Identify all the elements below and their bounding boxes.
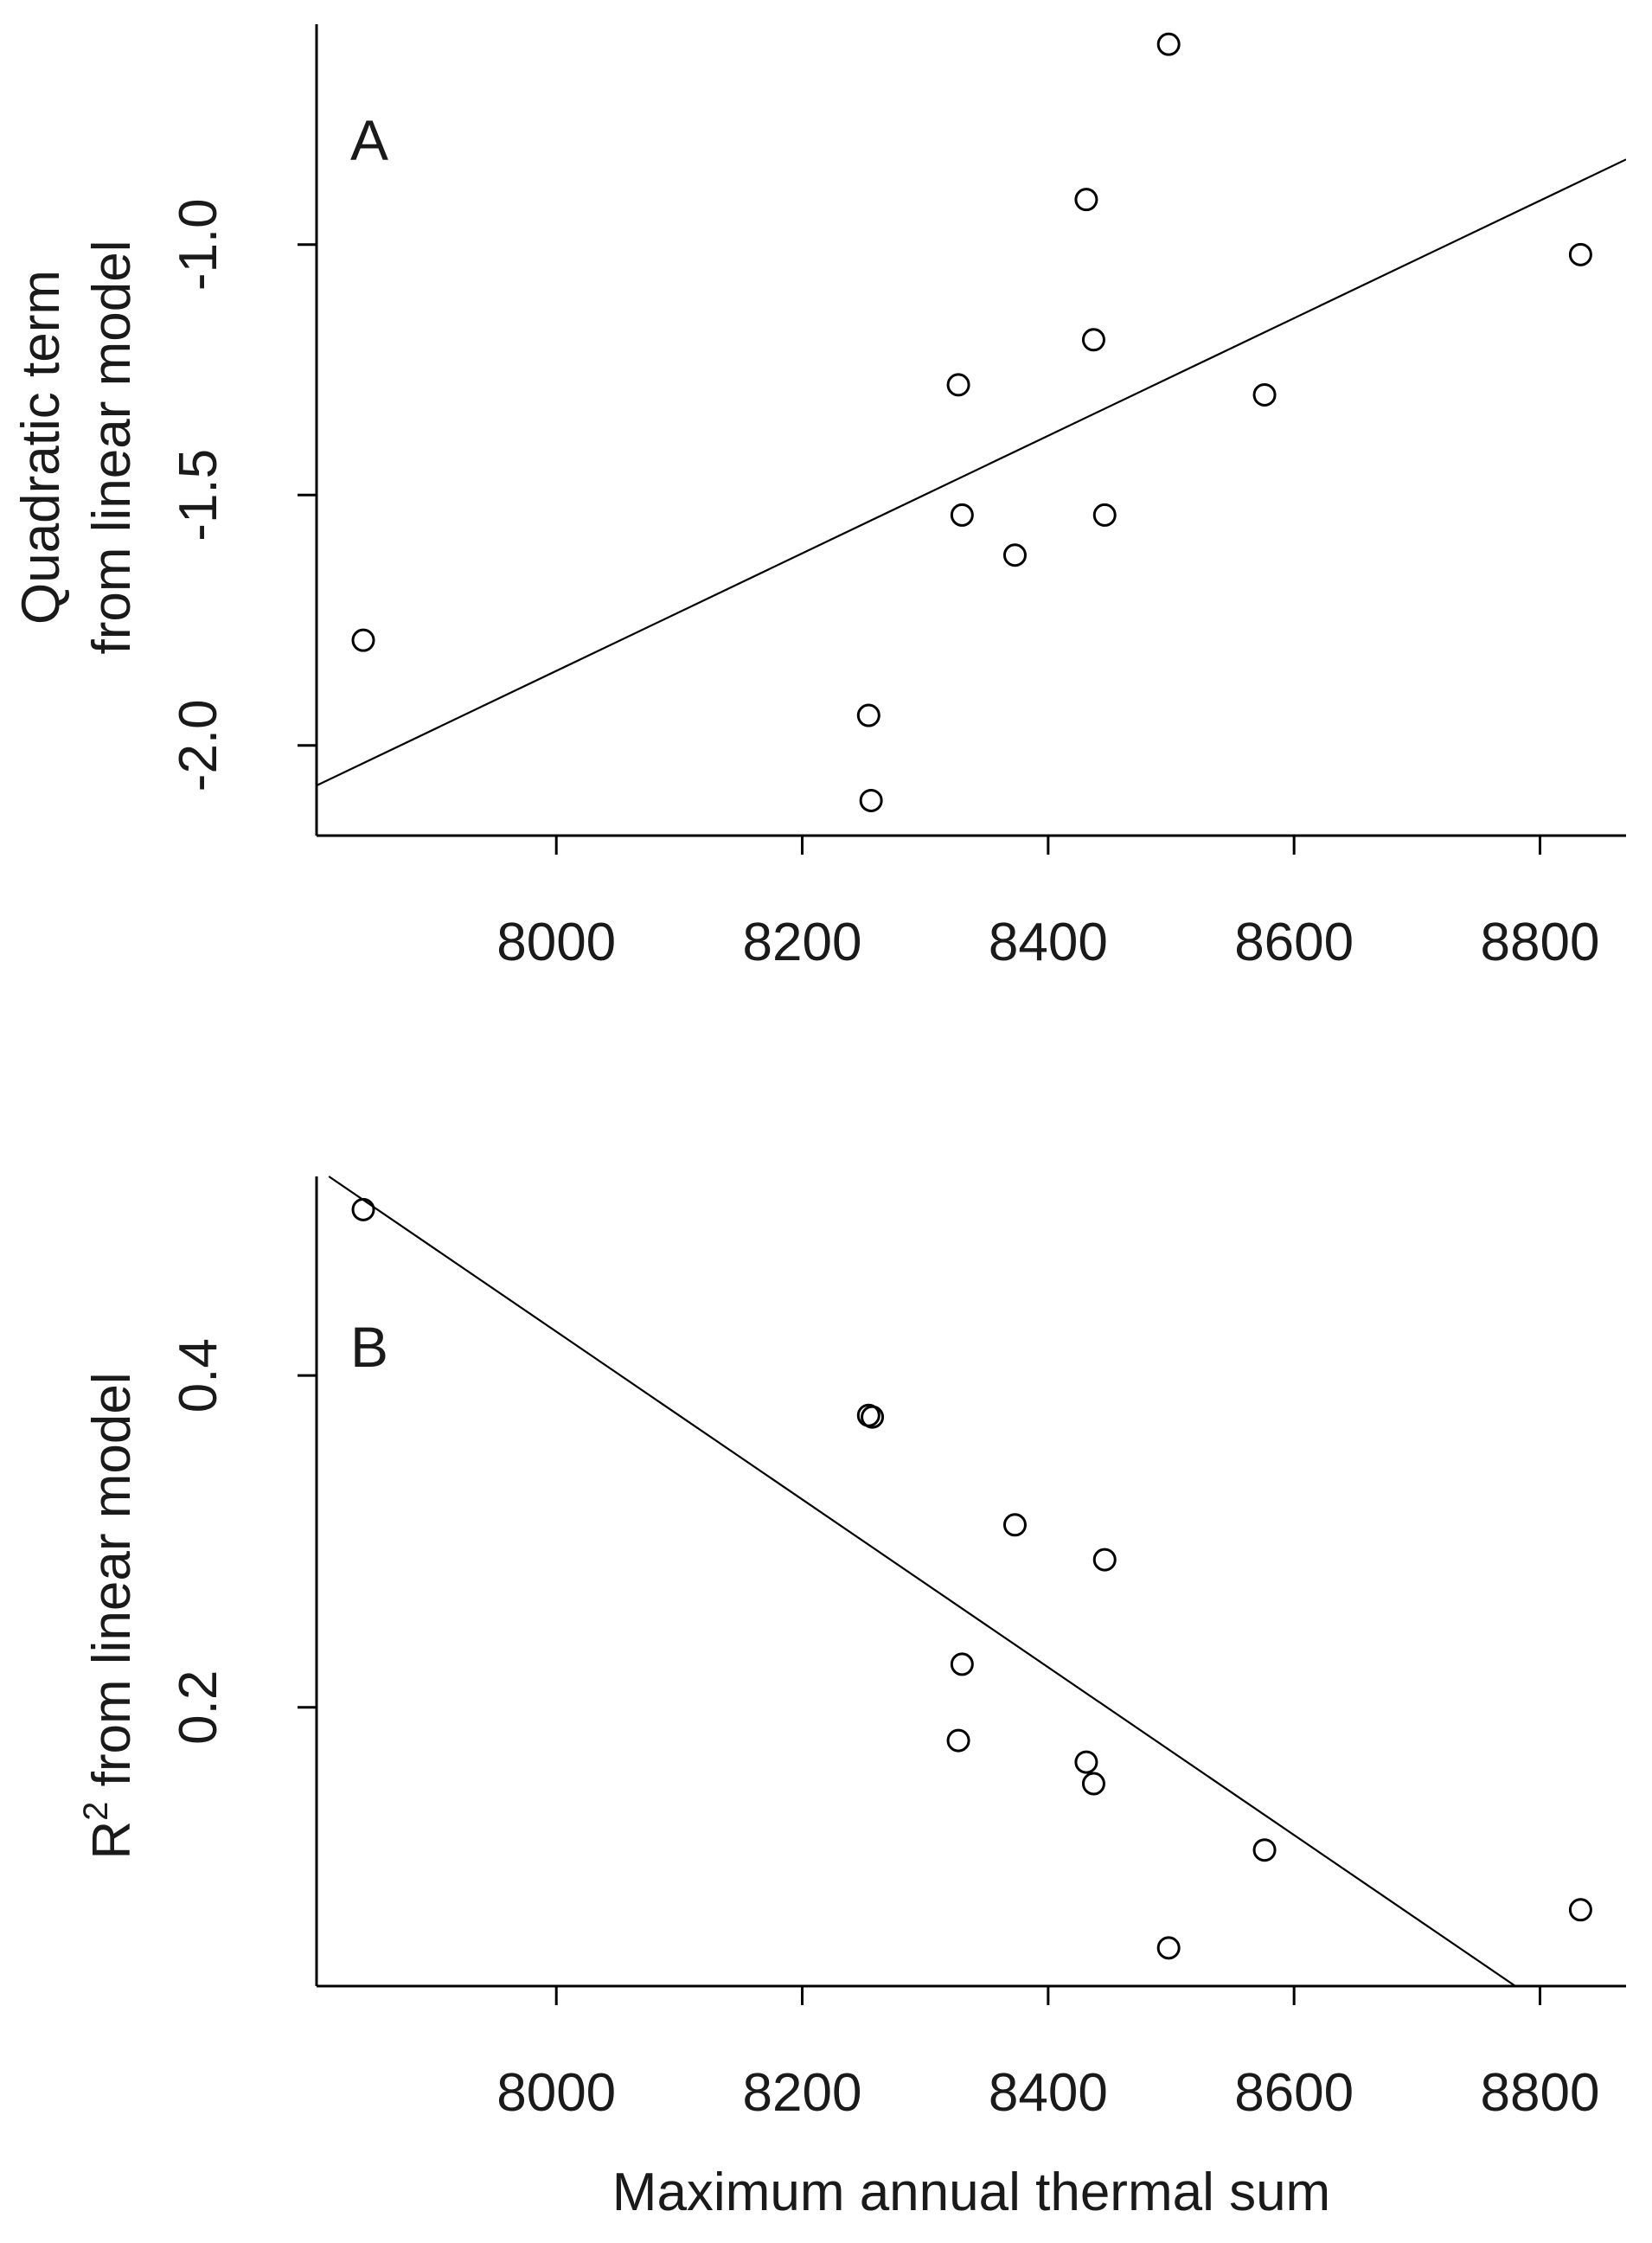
data-point (946, 373, 970, 397)
data-point (946, 1728, 970, 1753)
data-point (1568, 1898, 1592, 1922)
x-tick-label: 8800 (1481, 2063, 1600, 2123)
data-point (1081, 1772, 1105, 1796)
x-tick-label: 8800 (1481, 913, 1600, 972)
data-point (1002, 1513, 1027, 1537)
panel-b: 8000 8200 8400 8600 8800 0.2 0.4 B R2 from linea… (77, 1176, 1626, 2222)
y-axis-title-line2: from linear model (82, 240, 142, 655)
data-point (1092, 503, 1117, 527)
x-tick-label: 8000 (496, 913, 616, 972)
y-axis-title-line1: Quadratic term (11, 270, 71, 625)
regression-line (328, 1176, 1516, 1986)
x-tick-label: 8200 (743, 2063, 862, 2123)
regression-line (317, 158, 1626, 787)
data-point (1074, 188, 1098, 212)
y-axis-title-sup: 2 (77, 1802, 115, 1821)
y-tick-label: -2.0 (169, 699, 228, 791)
x-tick-label: 8600 (1234, 913, 1354, 972)
data-point (1156, 32, 1181, 56)
data-point (1252, 1838, 1277, 1862)
x-axis-title: Maximum annual thermal sum (612, 2163, 1330, 2222)
y-axis-title-base: R (82, 1821, 142, 1860)
data-point (859, 788, 883, 812)
data-point (351, 1197, 375, 1221)
data-point (856, 703, 880, 727)
y-tick-label: -1.5 (169, 449, 228, 542)
y-tick-label: 0.2 (169, 1670, 228, 1745)
y-axis-title: R2 from linear model (77, 1372, 142, 1859)
data-point (950, 503, 974, 527)
data-point (1002, 543, 1027, 567)
data-point (351, 628, 375, 652)
data-point (1156, 1936, 1181, 1960)
y-axis-title-rest: from linear model (82, 1372, 142, 1801)
x-tick-label: 8600 (1234, 2063, 1354, 2123)
x-tick-label: 8200 (743, 913, 862, 972)
data-point (1074, 1750, 1098, 1774)
x-tick-label: 8400 (989, 913, 1108, 972)
data-point (861, 1405, 885, 1429)
panel-label: B (350, 1315, 388, 1379)
x-tick-label: 8000 (496, 2063, 616, 2123)
data-point (950, 1652, 974, 1676)
data-point (1092, 1548, 1117, 1572)
y-tick-label: -1.0 (169, 198, 228, 291)
y-tick-label: 0.4 (169, 1338, 228, 1413)
data-point (1568, 242, 1592, 266)
data-point (1081, 328, 1105, 352)
data-point (1252, 382, 1277, 407)
x-tick-label: 8400 (989, 2063, 1108, 2123)
panel-a: 8000 8200 8400 8600 8800 -2.0 -1.5 -1.0 A Quadrat… (11, 24, 1626, 972)
panel-label: A (350, 108, 388, 172)
